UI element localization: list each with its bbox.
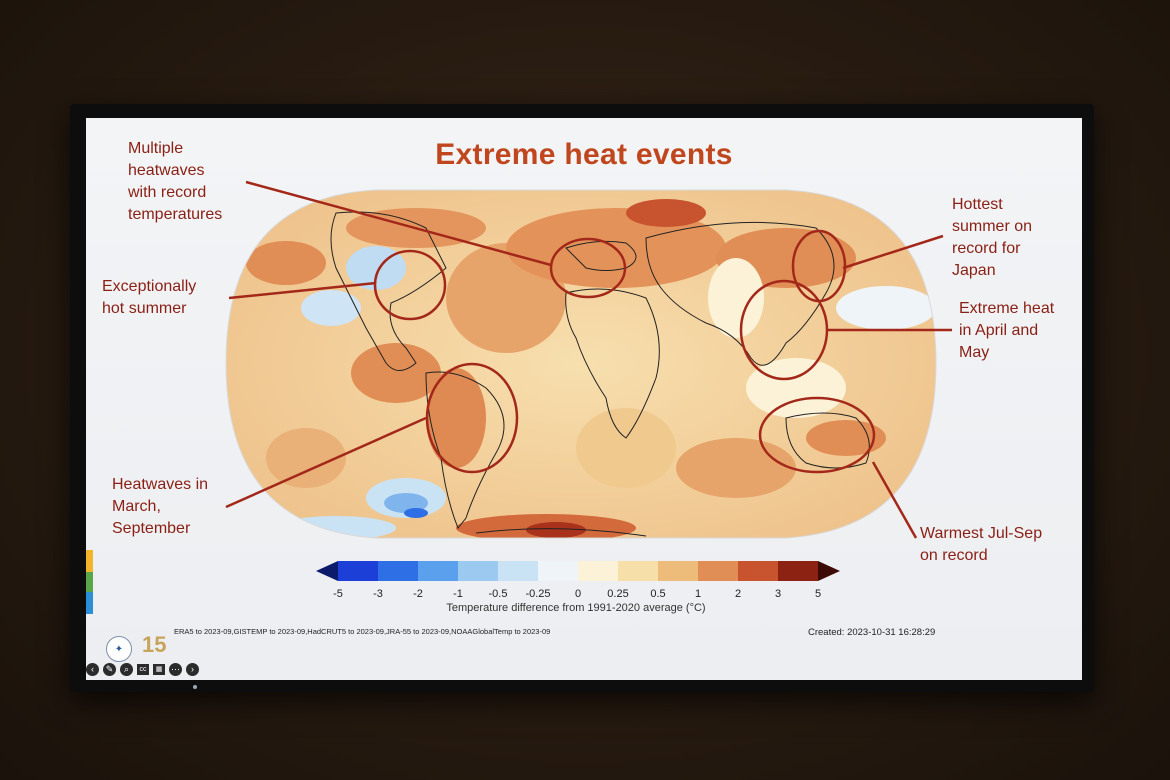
zoom-icon[interactable]: ⌕ [120, 662, 133, 676]
legend-tick: 3 [774, 588, 782, 600]
presentation-screen: Extreme heat events [86, 118, 1082, 680]
annotation-heatwaves-march: Heatwaves in March, September [112, 476, 209, 537]
temperature-colorbar [316, 561, 840, 581]
slide-stripe-green [86, 572, 93, 592]
circle-mediterranean [549, 237, 627, 299]
prev-slide-icon[interactable]: ‹ [86, 662, 99, 676]
circle-south-america [425, 362, 519, 474]
legend-tick: 0.5 [650, 588, 666, 600]
annotation-extreme-april: Extreme heat in April and May [959, 300, 1055, 361]
slides-grid-icon[interactable]: ▦ [153, 663, 165, 675]
created-timestamp: Created: 2023-10-31 16:28:29 [808, 627, 936, 638]
annotation-hottest-japan: Hottest summer on record for Japan [952, 196, 1033, 279]
circle-australia [758, 396, 876, 474]
legend-tick: -1 [453, 588, 463, 600]
data-sources: ERA5 to 2023-09,GISTEMP to 2023-09,HadCR… [174, 627, 551, 636]
legend-tick: 0.25 [607, 588, 629, 600]
more-options-icon[interactable]: ⋯ [169, 662, 182, 676]
legend-caption: Temperature difference from 1991-2020 av… [446, 602, 706, 614]
world-temperature-map [225, 180, 952, 581]
legend-tick: 2 [734, 588, 742, 600]
wmo-logo-icon: ✦ [106, 636, 132, 662]
subtitles-icon[interactable]: cc [137, 663, 149, 675]
circle-north-america [373, 249, 447, 321]
legend-tick: 0 [574, 588, 582, 600]
slide-stripe-blue [86, 592, 93, 614]
slide-title: Extreme heat events [435, 138, 733, 171]
presentation-toolbar: ‹ ✎ ⌕ cc ▦ ⋯ › [86, 662, 199, 676]
legend-tick: -5 [333, 588, 343, 600]
legend-tick: -3 [373, 588, 383, 600]
pen-icon[interactable]: ✎ [103, 662, 116, 676]
power-led [193, 685, 197, 689]
legend-tick: -0.25 [525, 588, 551, 600]
legend-tick: -0.5 [488, 588, 508, 600]
legend-tick: 5 [814, 588, 822, 600]
legend-tick: 1 [694, 588, 702, 600]
anniversary-logo: 15 [142, 632, 167, 657]
legend-tick: -2 [413, 588, 423, 600]
slide-stripe-yellow [86, 550, 93, 572]
annotation-hot-summer: Exceptionally hot summer [102, 278, 197, 317]
annotation-warmest-julsep: Warmest Jul-Sep on record [920, 525, 1043, 564]
annotation-multiple-heatwaves: Multiple heatwaves with record temperatu… [128, 140, 223, 223]
next-slide-icon[interactable]: › [186, 662, 199, 676]
